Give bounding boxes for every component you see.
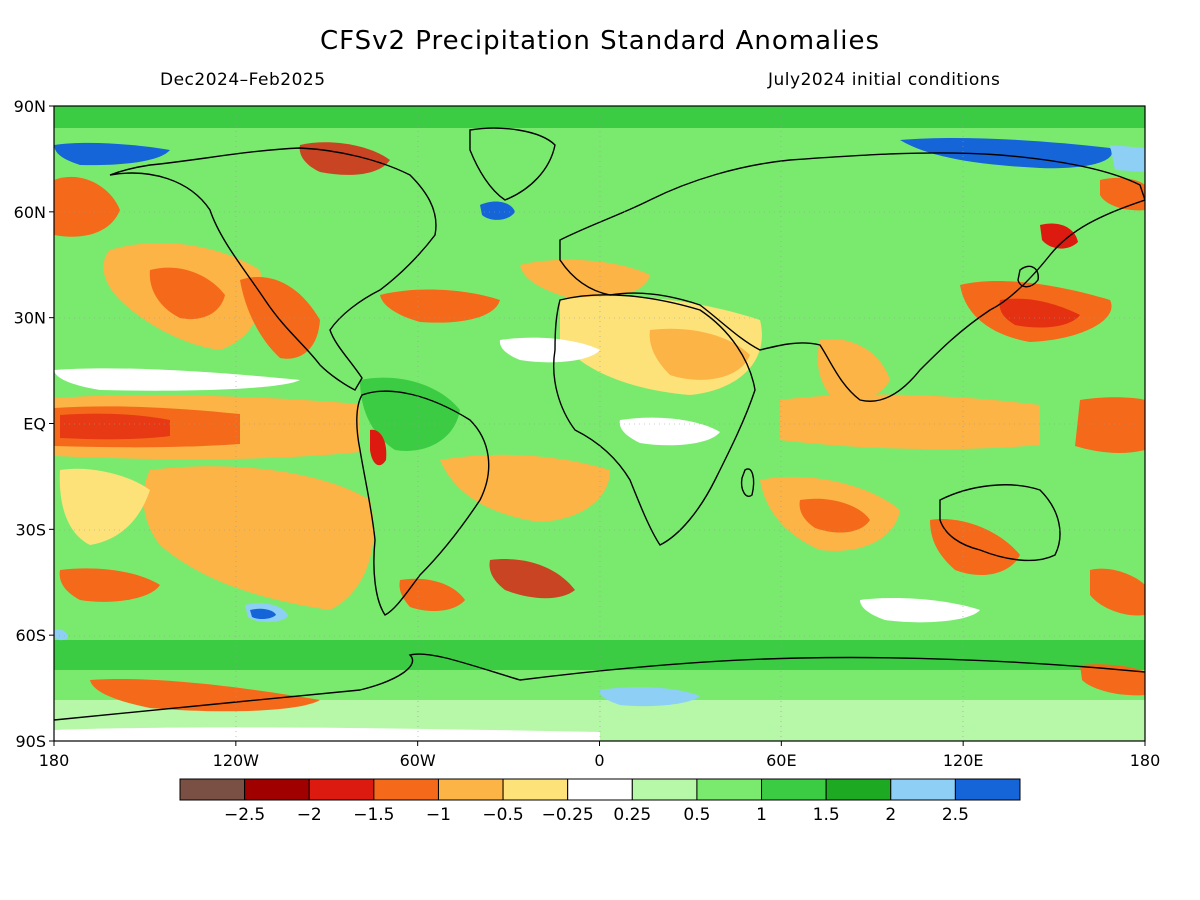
initial-conditions-label: July2024 initial conditions (768, 70, 1001, 90)
legend-swatch (244, 778, 310, 801)
legend-swatch (308, 778, 375, 801)
legend-swatch (954, 778, 1021, 801)
map-title: CFSv2 Precipitation Standard Anomalies (319, 26, 881, 56)
legend-label: −2 (297, 805, 322, 825)
legend-label: −1 (426, 805, 451, 825)
coastlines (54, 127, 1145, 721)
lat-label: 30N (14, 309, 46, 328)
legend-swatch (502, 778, 569, 801)
lat-label: 60N (14, 203, 46, 222)
lon-label: 60W (400, 751, 436, 770)
legend-label: 1.5 (813, 805, 840, 825)
lat-label: 60S (15, 626, 46, 645)
legend-swatch (437, 778, 504, 801)
lon-label: 0 (594, 751, 604, 770)
legend-label: −0.5 (482, 805, 523, 825)
legend-swatch (825, 778, 892, 801)
anomaly-field (54, 106, 1145, 741)
legend-label: 0.25 (613, 805, 651, 825)
legend-swatch (631, 778, 698, 801)
legend-swatch (373, 778, 439, 801)
legend-colorbar: −2.5 −2 −1.5 −1 −0.5 −0.25 0.25 0.5 1 1.5 2 2.5 (179, 778, 1021, 825)
lon-label: 180 (39, 751, 70, 770)
legend-swatch (179, 778, 246, 801)
legend-swatch (890, 778, 956, 801)
legend-label: −0.25 (542, 805, 594, 825)
legend-label: −2.5 (224, 805, 265, 825)
lon-label: 180 (1130, 751, 1161, 770)
graticule (54, 106, 1145, 741)
lon-label: 120E (943, 751, 984, 770)
season-label: Dec2024–Feb2025 (160, 70, 326, 90)
legend-swatch (761, 778, 827, 801)
legend-label: −1.5 (353, 805, 394, 825)
legend-label: 0.5 (683, 805, 710, 825)
legend-label: 2 (885, 805, 896, 825)
lat-label: EQ (23, 415, 46, 434)
legend-swatch (696, 778, 763, 801)
lat-label: 30S (15, 520, 46, 539)
lon-label: 120W (213, 751, 260, 770)
lon-label: 60E (766, 751, 796, 770)
lat-label: 90N (14, 97, 46, 116)
legend-label: 1 (756, 805, 767, 825)
lat-label: 90S (15, 732, 46, 751)
legend-swatch (567, 778, 633, 801)
legend-label: 2.5 (942, 805, 969, 825)
